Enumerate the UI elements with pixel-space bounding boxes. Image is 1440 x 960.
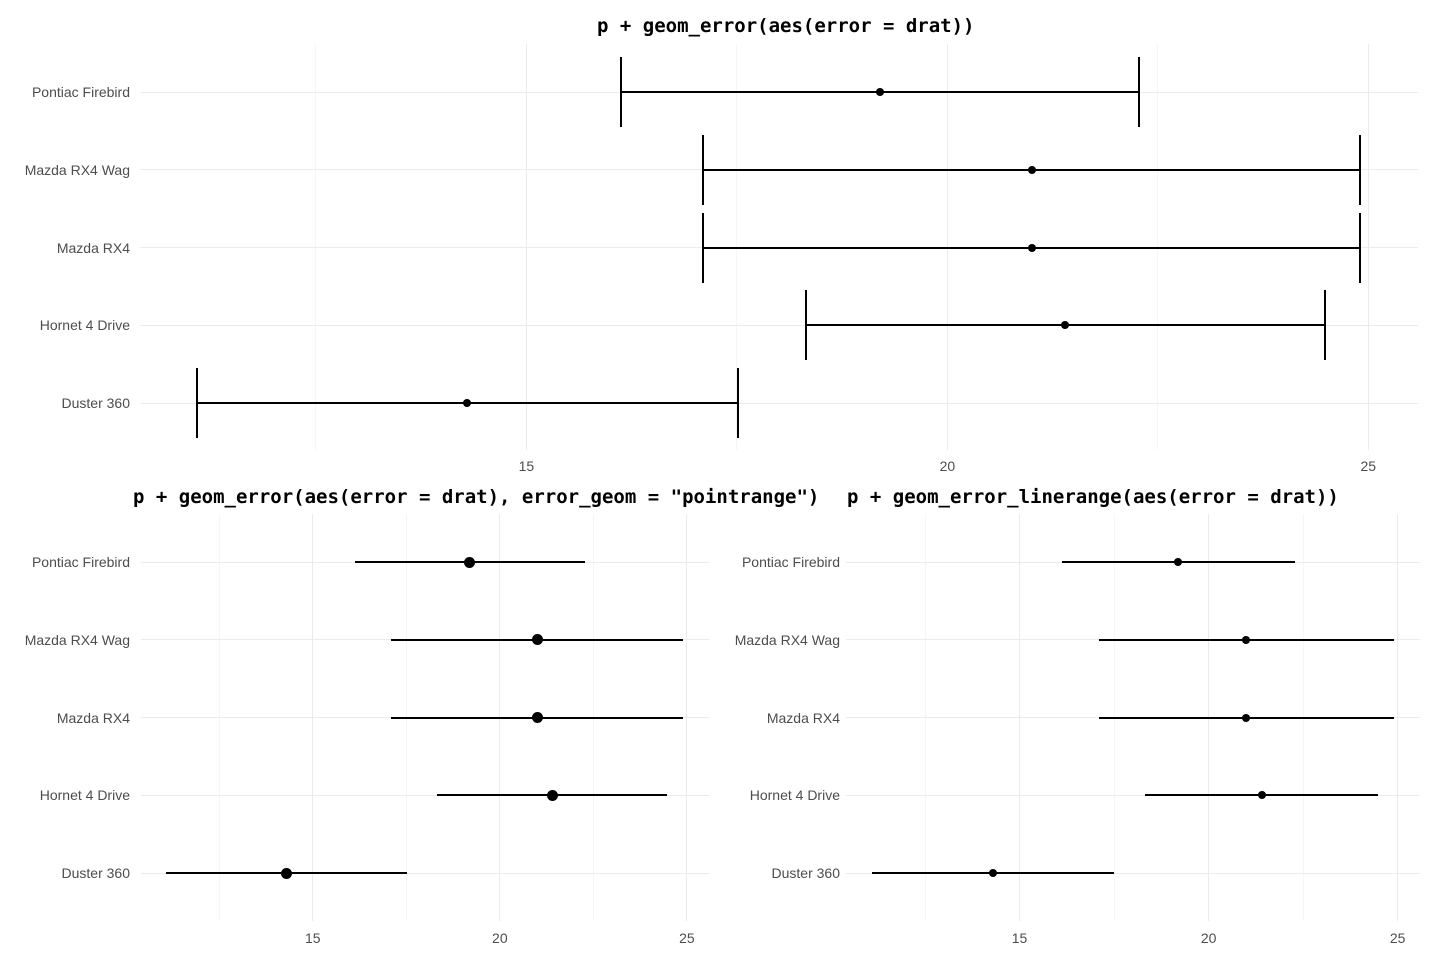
category-label: Mazda RX4 (766, 709, 840, 726)
error-bar-cap (619, 57, 622, 127)
category-label: Mazda RX4 Wag (734, 631, 840, 648)
category-label: Mazda RX4 Wag (24, 631, 130, 648)
data-point (1027, 165, 1036, 174)
category-gridline (140, 324, 1418, 326)
data-point (1242, 713, 1251, 722)
category-label: Hornet 4 Drive (39, 317, 130, 334)
category-label: Hornet 4 Drive (749, 787, 840, 804)
category-label: Duster 360 (61, 395, 130, 411)
x-tick-label: 25 (679, 930, 695, 946)
data-point (1174, 558, 1183, 566)
category-label: Duster 360 (771, 865, 840, 881)
error-bar-cap (1138, 57, 1141, 127)
data-point (464, 556, 476, 568)
category-gridline (141, 794, 709, 796)
category-label: Duster 360 (61, 865, 130, 881)
data-point (1257, 791, 1266, 800)
x-tick-label: 20 (492, 930, 508, 946)
data-point (531, 712, 543, 723)
category-gridline (846, 872, 1420, 874)
error-bar-cap (804, 290, 807, 361)
error-bar-cap (1358, 134, 1361, 205)
error-bar-cap (1358, 212, 1361, 283)
category-label: Hornet 4 Drive (39, 787, 130, 804)
x-tick-label: 15 (1011, 930, 1028, 946)
data-point (1027, 243, 1036, 252)
data-point (1242, 635, 1251, 644)
x-tick-label: 25 (1389, 930, 1406, 946)
data-point (463, 399, 472, 407)
panel-bottom-left-title: p + geom_error(aes(error = drat), error_… (133, 486, 820, 508)
x-tick-label: 25 (1360, 458, 1377, 474)
category-label: Pontiac Firebird (31, 554, 130, 570)
category-label: Mazda RX4 (56, 239, 130, 256)
x-tick-label: 20 (939, 458, 956, 474)
data-point (531, 634, 543, 646)
panel-top-title: p + geom_error(aes(error = drat)) (597, 15, 975, 37)
x-tick-label: 20 (1200, 930, 1217, 946)
data-point (1061, 321, 1070, 330)
category-label: Mazda RX4 Wag (24, 161, 130, 178)
panel-bottom-right-title: p + geom_error_linerange(aes(error = dra… (847, 486, 1339, 508)
data-point (876, 88, 885, 96)
category-label: Pontiac Firebird (741, 554, 840, 570)
error-bar-cap (736, 368, 739, 438)
data-point (281, 867, 293, 879)
x-tick-label: 15 (304, 930, 321, 946)
category-label: Pontiac Firebird (31, 84, 130, 100)
data-point (546, 789, 558, 801)
error-bar-cap (702, 212, 705, 283)
error-bar-cap (702, 134, 705, 205)
error-bar-cap (196, 368, 199, 438)
error-bar-cap (1323, 290, 1326, 361)
category-label: Mazda RX4 (56, 709, 130, 726)
category-gridline (846, 794, 1420, 796)
category-gridline (140, 402, 1418, 404)
category-gridline (141, 872, 709, 874)
data-point (989, 869, 998, 877)
x-tick-label: 15 (518, 458, 535, 474)
